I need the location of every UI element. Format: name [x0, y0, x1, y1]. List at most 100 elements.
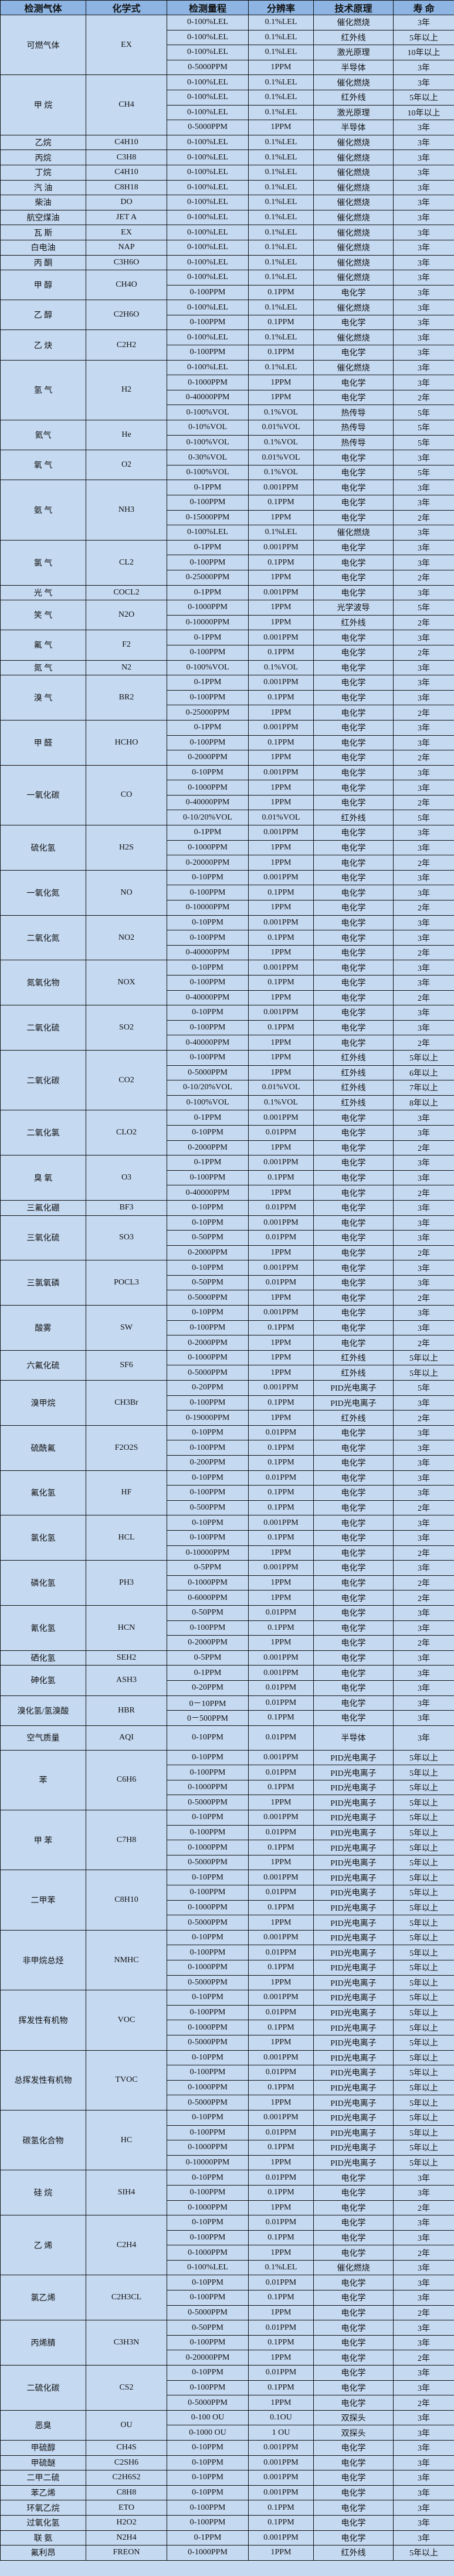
formula-cell: HF	[86, 1470, 167, 1516]
range-cell: 0-5000PPM	[167, 2095, 249, 2111]
formula-cell: POCL3	[86, 1260, 167, 1306]
range-cell: 0-100PPM	[167, 1395, 249, 1411]
principle-cell: 电化学	[313, 1440, 394, 1456]
lifespan-cell: 6年以上	[393, 1065, 454, 1081]
resolution-cell: 1PPM	[248, 59, 314, 76]
principle-cell: 电化学	[313, 2200, 394, 2216]
principle-cell: 电化学	[313, 584, 394, 601]
range-cell: 0-1000PPM	[167, 2200, 249, 2216]
table-row: 氢 气 H2 0-100%LEL 0.1%LEL 催化燃烧 3年	[0, 359, 454, 421]
range-cell: 0-15000PPM	[167, 509, 249, 526]
header-lifespan: 寿 命	[393, 0, 454, 15]
principle-cell: 红外线	[313, 1065, 394, 1081]
principle-cell: 电化学	[313, 1124, 394, 1141]
range-cell: 0-10PPM	[167, 1749, 249, 1766]
resolution-cell: 1PPM	[248, 1915, 314, 1931]
resolution-cell: 1PPM	[248, 1635, 314, 1651]
lifespan-cell: 5年以上	[393, 1795, 454, 1811]
lifespan-cell: 3年	[393, 719, 454, 736]
principle-cell: 电化学	[313, 509, 394, 526]
principle-cell: 电化学	[313, 1320, 394, 1336]
table-row: 0-100%VOL 0.1%VOL 红外线 8年以上	[1, 1095, 454, 1111]
resolution-cell: 0.1PPM	[248, 1485, 314, 1501]
range-cell: 0-100%LEL	[167, 209, 249, 226]
resolution-cell: 0.01PPM	[248, 1765, 314, 1780]
formula-cell: NAP	[86, 239, 167, 256]
gas-name-cell: 总挥发性有机物	[0, 2050, 86, 2111]
resolution-cell: 0.1%VOL	[248, 464, 314, 481]
range-cell: 0-100PPM	[167, 2230, 249, 2246]
resolution-cell: 1PPM	[248, 2095, 314, 2111]
table-row: 0-10/20%VOL 0.01%VOL 红外线 5年	[1, 810, 454, 826]
principle-cell: PID光电离子	[313, 1795, 394, 1811]
lifespan-cell: 3年	[393, 689, 454, 706]
lifespan-cell: 3年	[393, 1515, 454, 1531]
principle-cell: 电化学	[313, 1635, 394, 1651]
principle-cell: 电化学	[313, 2334, 394, 2351]
gas-name-cell: 硫酰氟	[0, 1425, 86, 1471]
principle-cell: 半导体	[313, 120, 394, 135]
range-cell: 0-100PPM	[167, 1320, 249, 1336]
range-cell: 0-5PPM	[167, 1650, 249, 1666]
resolution-cell: 1PPM	[248, 840, 314, 856]
principle-cell: PID光电离子	[313, 1945, 394, 1960]
table-row: 苯乙烯 C8H8 0-10PPM 0.001PPM 电化学 3年	[0, 2485, 454, 2501]
resolution-cell: 0.1%LEL	[248, 89, 314, 106]
range-cell: 0-100%VOL	[167, 1095, 249, 1111]
resolution-cell: 0.001PPM	[248, 1005, 314, 1021]
principle-cell: PID光电离子	[313, 1810, 394, 1826]
principle-cell: 热传导	[313, 405, 394, 421]
resolution-cell: 0.001PPM	[248, 1870, 314, 1886]
principle-cell: 电化学	[313, 1575, 394, 1591]
principle-cell: 电化学	[313, 900, 394, 916]
lifespan-cell: 2年	[393, 2305, 454, 2321]
principle-cell: PID光电离子	[313, 1395, 394, 1411]
formula-cell: HCL	[86, 1515, 167, 1561]
range-cell: 0-40000PPM	[167, 1185, 249, 1201]
resolution-cell: 0.001PPM	[248, 764, 314, 781]
resolution-cell: 0.01PPM	[248, 1680, 314, 1696]
principle-cell: 催化燃烧	[313, 2259, 394, 2276]
principle-cell: 电化学	[313, 1545, 394, 1561]
resolution-cell: 0.1PPM	[248, 2380, 314, 2396]
principle-cell: PID光电离子	[313, 2020, 394, 2035]
resolution-cell: 0.1%LEL	[248, 329, 314, 346]
resolution-cell: 0.1PPM	[248, 1320, 314, 1336]
gas-name-cell: 苯	[0, 1749, 86, 1811]
principle-cell: 电化学	[313, 930, 394, 946]
resolution-cell: 0.1PPM	[248, 1500, 314, 1516]
lifespan-cell: 3年	[393, 2275, 454, 2291]
resolution-cell: 1PPM	[248, 1545, 314, 1561]
principle-cell: 热传导	[313, 420, 394, 436]
table-row: 0-100PPM 0.1PPM 电化学 3年	[1, 2230, 454, 2246]
resolution-cell: 0.1%LEL	[248, 254, 314, 271]
lifespan-cell: 2年	[393, 750, 454, 766]
resolution-cell: 0.001PPM	[248, 2455, 314, 2471]
principle-cell: 电化学	[313, 719, 394, 736]
range-cell: 0-100PPM	[167, 2290, 249, 2306]
lifespan-cell: 3年	[393, 2470, 454, 2486]
gas-name-cell: 白电油	[0, 239, 86, 256]
lifespan-cell: 5年以上	[393, 1945, 454, 1960]
range-cell: 0-100%VOL	[167, 660, 249, 676]
range-cell: 0-5000PPM	[167, 1290, 249, 1306]
formula-cell: HBR	[86, 1695, 167, 1726]
resolution-cell: 1PPM	[248, 1049, 314, 1066]
lifespan-cell: 3年	[393, 1275, 454, 1291]
gas-name-cell: 二氧化碳	[0, 1049, 86, 1111]
range-cell: 0-10PPM	[167, 1305, 249, 1321]
resolution-cell: 0.1PPM	[248, 1710, 314, 1726]
range-cell: 0-5000PPM	[167, 120, 249, 135]
gas-name-cell: 六氟化硫	[0, 1350, 86, 1381]
principle-cell: PID光电离子	[313, 1779, 394, 1796]
formula-cell: NH3	[86, 480, 167, 541]
gas-name-cell: 恶臭	[0, 2410, 86, 2441]
lifespan-cell: 3年	[393, 2455, 454, 2471]
table-row: 0-25000PPM 1PPM 电化学 2年	[1, 705, 454, 721]
range-cell: 0-1000PPM	[167, 2079, 249, 2096]
resolution-cell: 0.01PPM	[248, 2215, 314, 2231]
formula-cell: NMHC	[86, 1929, 167, 1991]
resolution-cell: 0.1PPM	[248, 1960, 314, 1976]
formula-cell: C3H6O	[86, 254, 167, 271]
range-cell: 0-100%LEL	[167, 359, 249, 376]
